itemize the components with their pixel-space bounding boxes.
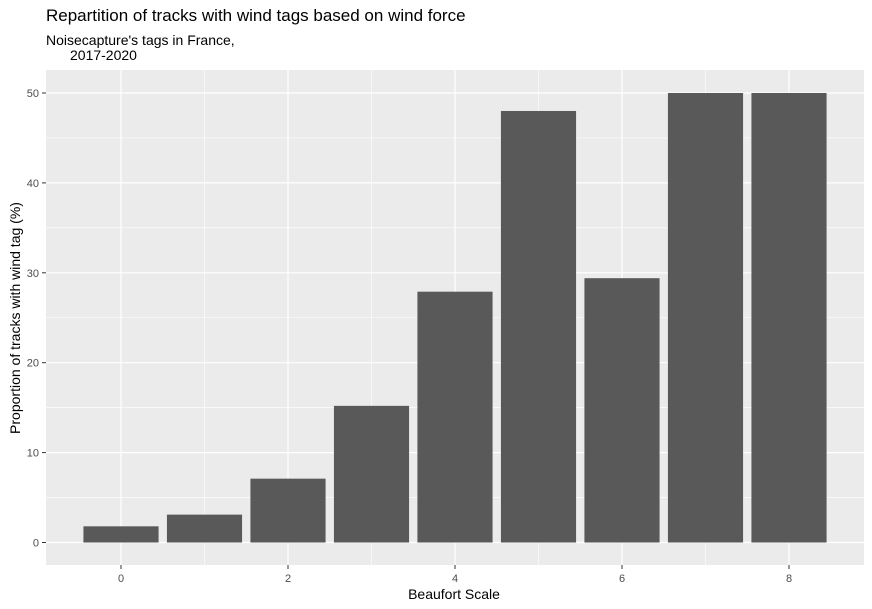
chart-subtitle-line-1: Noisecapture's tags in France,	[46, 32, 235, 48]
x-tick-label: 2	[285, 573, 291, 585]
bar-beaufort-8	[751, 93, 827, 543]
chart-subtitle-line-2: 2017-2020	[70, 47, 137, 63]
chart-title: Repartition of tracks with wind tags bas…	[46, 6, 466, 25]
bar-beaufort-1	[166, 514, 243, 543]
x-axis-label: Beaufort Scale	[408, 586, 500, 602]
bar-beaufort-4	[417, 291, 493, 543]
x-tick-label: 8	[786, 573, 792, 585]
chart-subtitle: Noisecapture's tags in France, 2017-2020	[46, 33, 235, 63]
x-tick-label: 6	[619, 573, 625, 585]
y-tick-label: 20	[27, 358, 39, 370]
y-axis-label: Proportion of tracks with wind tag (%)	[7, 202, 23, 434]
y-tick-label: 50	[27, 88, 39, 100]
bar-beaufort-3	[333, 405, 410, 543]
y-axis: 0 10 20 30 40 50	[27, 88, 46, 550]
y-tick-label: 0	[33, 538, 39, 550]
y-tick-label: 40	[27, 178, 39, 190]
bar-beaufort-2	[250, 478, 326, 543]
bar-beaufort-5	[500, 110, 577, 543]
bar-beaufort-0	[83, 526, 159, 543]
bars	[83, 93, 827, 543]
bar-beaufort-6	[584, 278, 660, 543]
x-axis: 0 2 4 6 8	[118, 565, 792, 585]
y-tick-label: 10	[27, 448, 39, 460]
x-tick-label: 0	[118, 573, 124, 585]
x-tick-label: 4	[452, 573, 458, 585]
bar-beaufort-7	[667, 93, 744, 543]
y-tick-label: 30	[27, 268, 39, 280]
